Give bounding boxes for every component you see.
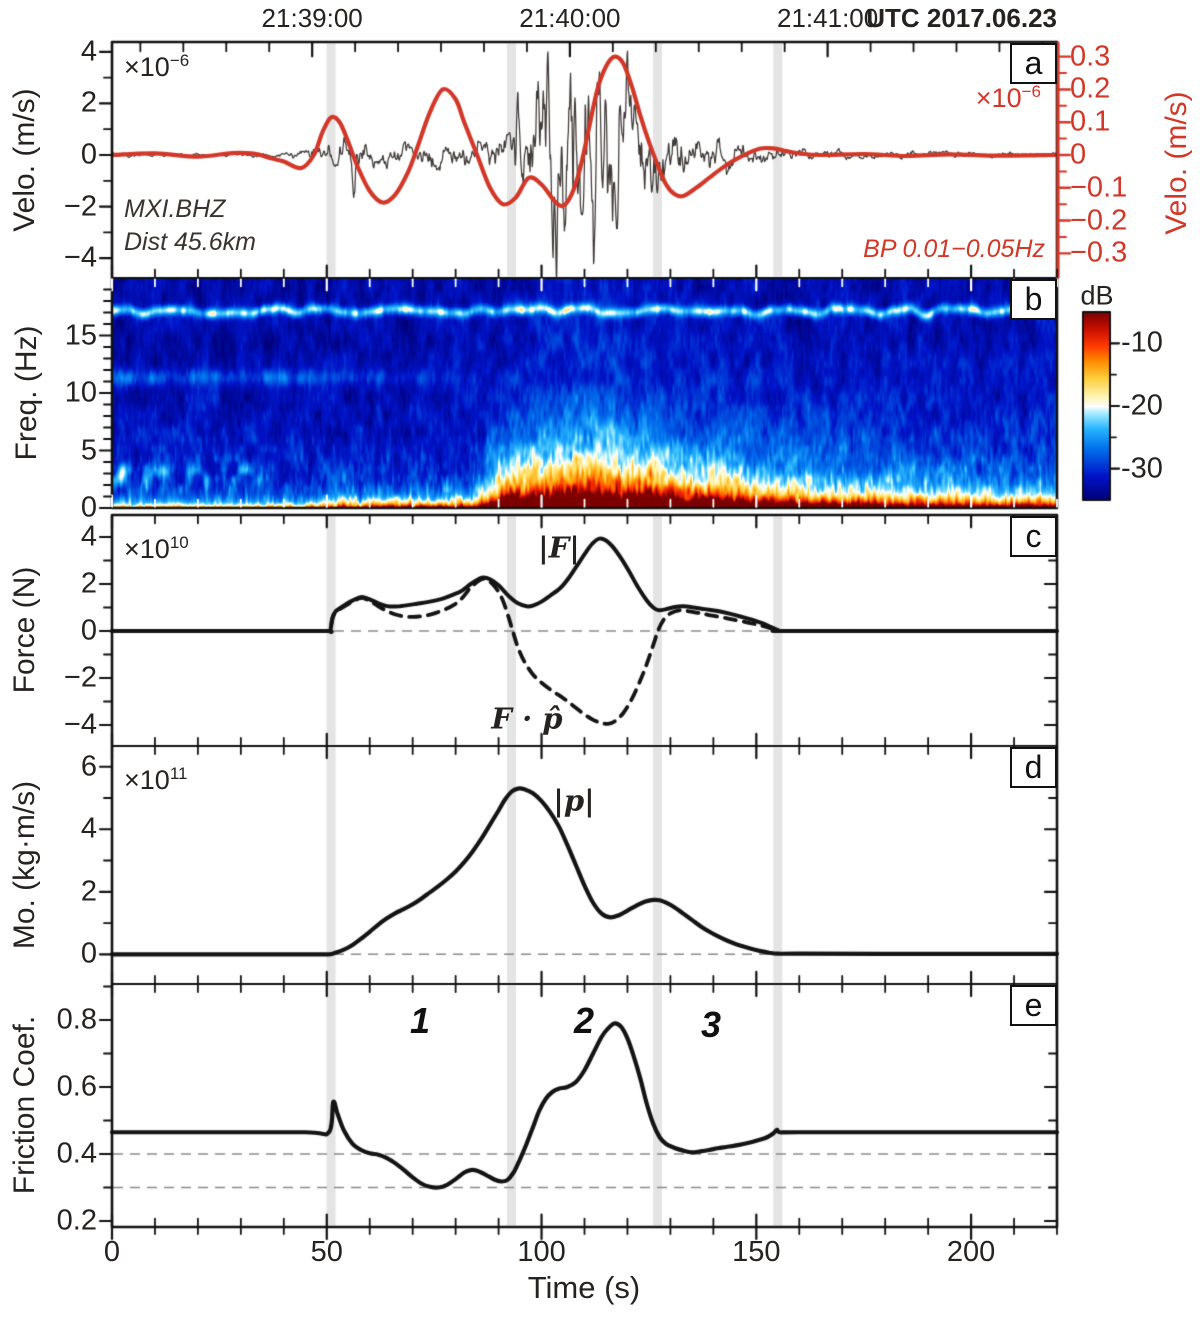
y-tick-label-e: 0.6 <box>56 1070 97 1103</box>
y-tick-label-c: 2 <box>80 567 97 600</box>
y-tick-label-b: 5 <box>80 434 97 466</box>
x-tick-label: 150 <box>732 1236 781 1268</box>
y-tick-label-e: 0.4 <box>56 1137 97 1170</box>
axis-title-momentum: Mo. (kg·m/s) <box>8 780 41 950</box>
x-axis-title: Time (s) <box>527 1270 641 1305</box>
y-tick-label-a-right: 0.3 <box>1070 40 1111 73</box>
y-tick-label-e: 0.8 <box>56 1003 97 1036</box>
y-tick-label-c: −2 <box>63 661 97 694</box>
y-tick-label-d: 2 <box>80 875 97 908</box>
panel-letter-a: a <box>1010 43 1057 84</box>
y-tick-label-a: 0 <box>80 138 97 171</box>
phase-label-2: 2 <box>573 1000 595 1041</box>
distance-label: Dist 45.6km <box>124 228 256 256</box>
y-tick-label-a-right: 0.2 <box>1070 72 1111 105</box>
y-tick-label-c: 0 <box>80 614 97 647</box>
y-tick-label-a-right: 0 <box>1070 138 1087 171</box>
y-tick-label-a-right: −0.2 <box>1070 204 1128 237</box>
y-tick-label-a-right: −0.1 <box>1070 171 1128 204</box>
axis-title-frequency: Freq. (Hz) <box>10 325 43 461</box>
y-tick-label-a-right: −0.3 <box>1070 236 1128 269</box>
y-tick-label-d: 6 <box>80 750 97 783</box>
y-tick-label-c: −4 <box>63 708 97 741</box>
y-tick-label-a: 4 <box>80 35 97 68</box>
y-tick-label-a: −4 <box>63 241 97 274</box>
colorbar-tick-label: -20 <box>1121 389 1163 422</box>
x-tick-label: 200 <box>946 1236 996 1268</box>
x-tick-label: 0 <box>103 1236 121 1268</box>
y-tick-label-a: −2 <box>63 190 97 223</box>
panel-letter-c: c <box>1010 516 1057 557</box>
y-tick-label-e: 0.2 <box>56 1204 97 1237</box>
y-tick-label-c: 4 <box>80 520 97 553</box>
colorbar-tick-label: -10 <box>1121 326 1163 359</box>
phase-label-1: 1 <box>409 1000 431 1041</box>
panel-letter-b: b <box>1010 279 1057 320</box>
phase-label-3: 3 <box>700 1004 722 1045</box>
force-projection-label: F · p̂ <box>491 701 563 736</box>
y-tick-label-a: 2 <box>80 86 97 119</box>
x-tick-label: 100 <box>517 1236 566 1268</box>
y-tick-label-b: 10 <box>64 376 97 409</box>
axis-title-force: Force (N) <box>8 566 41 694</box>
top-time-label: 21:41:00 <box>777 3 879 33</box>
y-tick-label-b: 15 <box>64 319 97 351</box>
y-tick-label-b: 0 <box>80 491 97 524</box>
top-time-label: 21:39:00 <box>261 3 363 33</box>
y-tick-label-d: 4 <box>80 812 97 845</box>
x-tick-label: 50 <box>310 1236 343 1268</box>
scale-label-panel-a: ×10−6 <box>124 51 190 82</box>
panel-letter-e: e <box>1010 985 1057 1026</box>
bandpass-label: BP 0.01−0.05Hz <box>863 235 1045 263</box>
scale-label-panel-a-right: ×10−6 <box>975 82 1041 113</box>
station-label: MXI.BHZ <box>124 195 226 223</box>
axis-title-velocity-right: Velo. (m/s) <box>1160 91 1193 235</box>
axis-title-velocity-left: Velo. (m/s) <box>8 88 41 232</box>
y-tick-label-d: 0 <box>80 937 97 970</box>
y-tick-label-a-right: 0.1 <box>1070 105 1111 138</box>
axis-title-friction: Friction Coef. <box>8 1015 41 1195</box>
scale-label-panel-d: ×1011 <box>124 764 188 795</box>
momentum-magnitude-label: |p| <box>553 783 595 818</box>
colorbar-title: dB <box>1080 280 1114 311</box>
panel-letter-d: d <box>1010 747 1057 788</box>
utc-date-title: UTC 2017.06.23 <box>866 3 1057 33</box>
colorbar-tick-label: -30 <box>1121 452 1163 485</box>
force-magnitude-label: |F| <box>538 530 580 565</box>
top-time-label: 21:40:00 <box>519 3 621 33</box>
scale-label-panel-c: ×1010 <box>124 533 189 564</box>
